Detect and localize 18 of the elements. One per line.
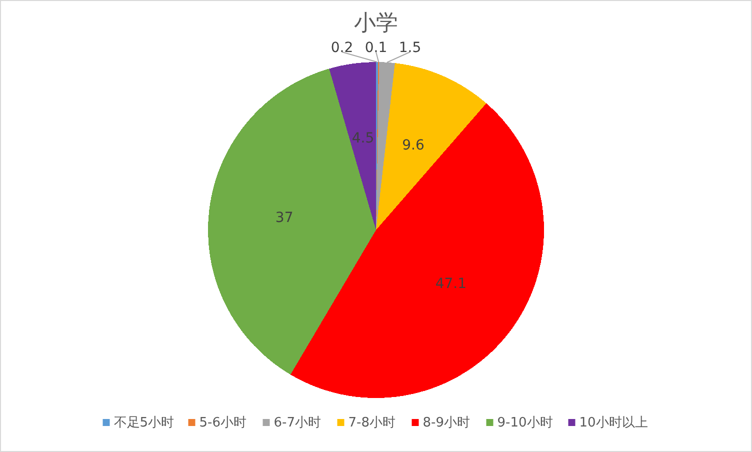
data-label: 47.1: [435, 276, 467, 292]
legend-label: 6-7小时: [274, 416, 321, 431]
chart-title: 小学: [354, 11, 398, 36]
data-label: 1.5: [398, 40, 422, 56]
legend-label: 不足5小时: [114, 416, 174, 431]
legend-label: 9-10小时: [497, 416, 553, 431]
data-label: 4.5: [352, 130, 374, 146]
data-label: 0.2: [330, 40, 354, 56]
legend-label: 5-6小时: [199, 416, 246, 431]
legend-label: 10小时以上: [579, 416, 648, 431]
pie-slice: [208, 68, 376, 375]
data-label: 37: [275, 210, 294, 226]
legend-label: 7-8小时: [348, 416, 396, 431]
data-label: 0.1: [364, 40, 388, 56]
data-label: 9.6: [402, 137, 424, 154]
pie-slice: [376, 63, 486, 230]
pie-slice: [329, 62, 376, 230]
legend-label: 8-9小时: [422, 416, 470, 431]
